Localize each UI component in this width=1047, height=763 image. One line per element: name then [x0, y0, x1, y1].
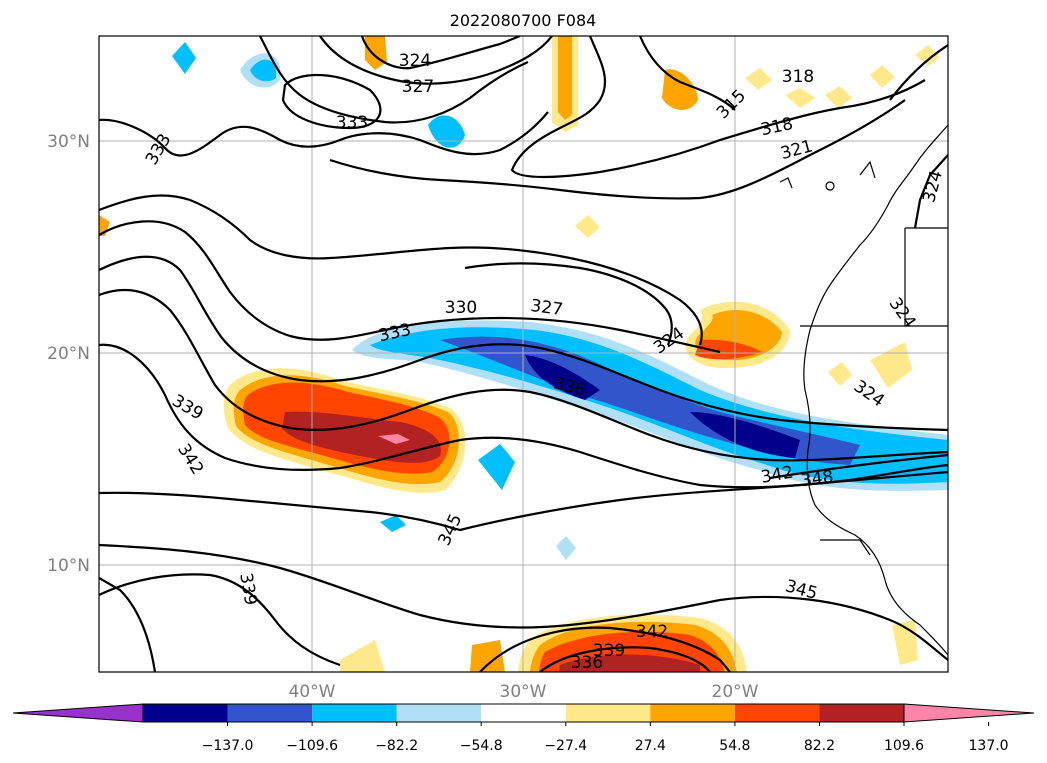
colorbar-over-arrow [903, 703, 1035, 723]
contour-lines [99, 36, 948, 672]
contour-327-north [319, 36, 553, 85]
colorbar-tick-label: −27.4 [544, 738, 587, 754]
contour-339-south-inner [539, 646, 711, 672]
anomaly-fill-layer [99, 36, 948, 672]
colorbar-tick-label: 27.4 [635, 738, 666, 754]
contour-333-west [99, 111, 549, 157]
patch-blue-4 [478, 444, 515, 490]
contour-label: 333 [336, 113, 368, 133]
contour-label: 342 [636, 622, 668, 642]
contour-label: 330 [445, 298, 477, 318]
positive-blob-south-dark [559, 654, 700, 672]
colorbar-segment [481, 704, 566, 722]
colorbar-segment [734, 704, 820, 722]
patch-orange-8 [340, 640, 385, 672]
contour-label: 327 [402, 77, 434, 97]
contour-label: 318 [782, 67, 814, 87]
colorbar-ticks: −137.0 −109.6 −82.2 −54.8 −27.4 27.4 54.8 82.2 1… [202, 722, 1009, 754]
patch-blue-3 [172, 42, 196, 74]
colorbar-segment [227, 704, 313, 722]
colorbar-tick-label: −82.2 [375, 738, 418, 754]
patch-blue-5 [556, 536, 576, 560]
colorbar-segment [143, 704, 228, 722]
map-panel: 324 327 333 333 315 318 318 321 324 324 … [99, 36, 948, 673]
contour-315 [638, 36, 736, 111]
positive-blob-west-peak [378, 434, 410, 444]
patch-orange-14 [915, 45, 940, 66]
patch-orange-9 [828, 362, 852, 386]
contour-345-south [99, 543, 948, 661]
patch-orange-4 [575, 215, 600, 238]
colorbar-segment [650, 704, 735, 722]
patch-orange-3 [662, 69, 698, 110]
contour-321 [329, 99, 906, 200]
contour-348 [769, 453, 948, 480]
patch-orange-13 [870, 65, 895, 88]
patch-blue-2 [428, 115, 465, 148]
lat-label-30n: 30°N [47, 132, 90, 152]
patch-orange-11 [745, 68, 772, 90]
contour-west-edge [99, 577, 157, 672]
contour-324-east [913, 154, 948, 229]
colorbar-tick-label: −137.0 [202, 738, 254, 754]
contour-342-south [479, 626, 731, 672]
patch-orange-15 [99, 215, 110, 236]
contour-label: 339 [593, 641, 625, 661]
colorbar-tick-label: 82.2 [804, 738, 835, 754]
graticule [99, 36, 948, 672]
patch-blue-6 [380, 515, 406, 532]
contour-324-north [360, 36, 521, 70]
lon-label-20w: 20°W [712, 682, 759, 702]
contour-north-misc [889, 44, 948, 101]
contour-label: 327 [529, 296, 564, 320]
lat-label-20n: 20°N [47, 344, 90, 364]
colorbar-tick-label: 137.0 [969, 738, 1009, 754]
lon-label-30w: 30°W [500, 682, 547, 702]
colorbar-segment [396, 704, 482, 722]
lon-label-40w: 40°W [289, 682, 336, 702]
contour-345 [99, 470, 948, 532]
lat-label-10n: 10°N [47, 556, 90, 576]
colorbar-tick-label: −54.8 [460, 738, 503, 754]
contour-333-north [259, 36, 529, 124]
colorbar: −137.0 −109.6 −82.2 −54.8 −27.4 27.4 54.8 82.2 1… [12, 703, 1035, 754]
map-title: 2022080700 F084 [450, 11, 597, 30]
colorbar-segment [565, 704, 651, 722]
colorbar-tick-label: 54.8 [719, 738, 750, 754]
colorbar-under-arrow [12, 703, 144, 723]
contour-339 [99, 288, 948, 462]
negative-band-core [525, 355, 800, 458]
contour-label: 348 [800, 467, 835, 491]
colorbar-segment [312, 704, 397, 722]
patch-orange-12 [825, 86, 852, 108]
positive-blob-west-dark [282, 411, 441, 463]
patch-blue-1b [250, 59, 277, 82]
contour-label: 324 [399, 51, 431, 71]
contour-label: 336 [571, 653, 603, 673]
colorbar-segments [143, 704, 904, 722]
patch-orange-2b [558, 36, 572, 120]
patch-orange-10 [785, 88, 815, 108]
contour-333-main [99, 220, 721, 354]
positive-blob-east-red [695, 339, 762, 360]
contour-336 [99, 255, 948, 432]
map-frame [98, 35, 949, 673]
contour-318 [510, 36, 926, 179]
colorbar-frame [142, 703, 905, 723]
contour-333-loop [281, 73, 382, 130]
coastline [779, 124, 948, 656]
contour-339-south [99, 573, 341, 667]
contour-330 [99, 194, 703, 346]
contour-327 [464, 262, 673, 346]
patch-orange-7 [470, 640, 505, 672]
colorbar-segment [819, 704, 904, 722]
colorbar-tick-label: 109.6 [884, 738, 924, 754]
colorbar-tick-label: −109.6 [286, 738, 338, 754]
